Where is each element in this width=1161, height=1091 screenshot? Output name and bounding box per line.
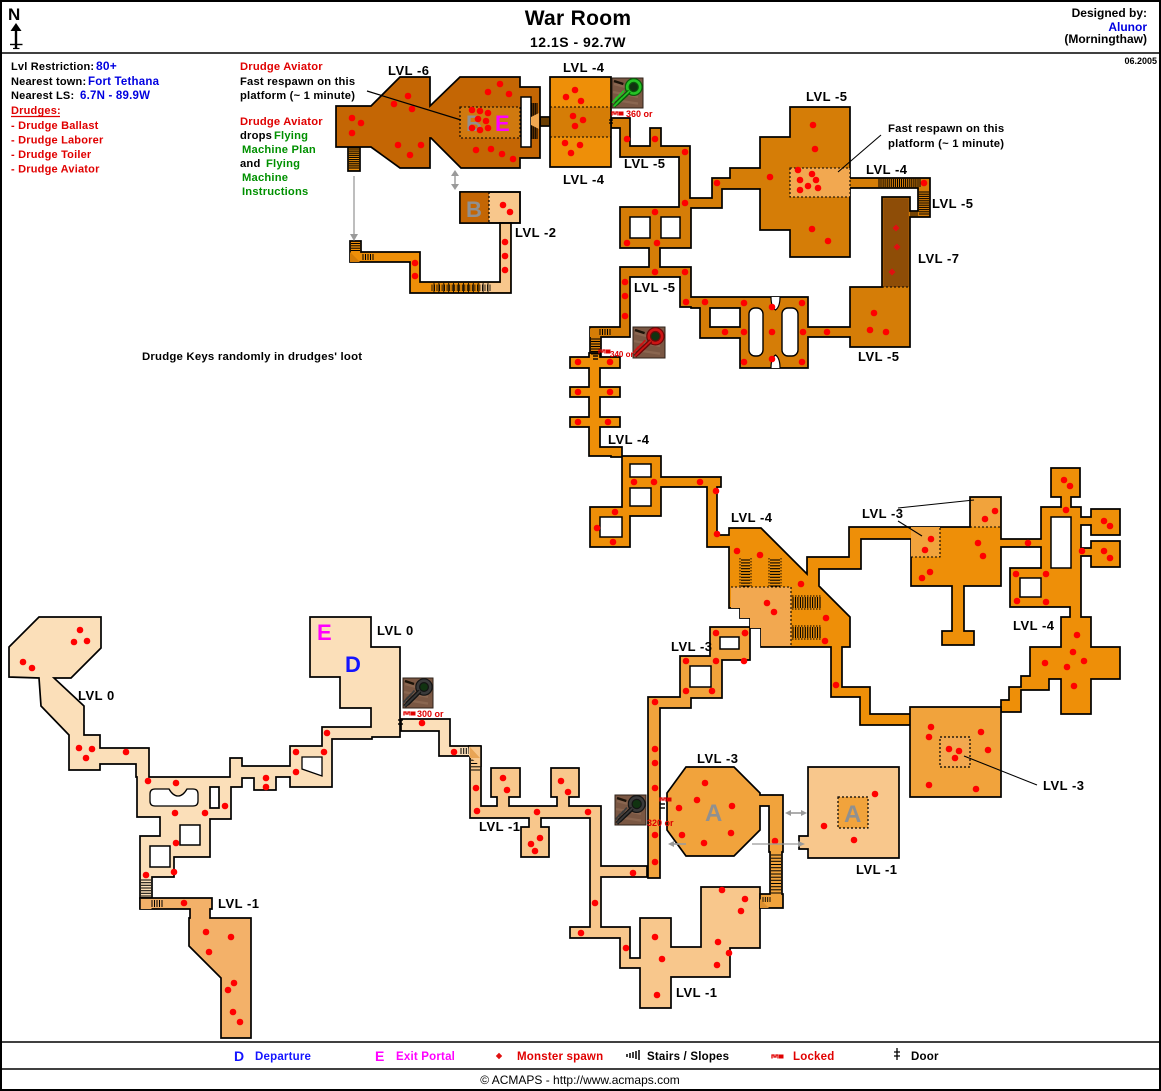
svg-text:06.2005: 06.2005 <box>1124 56 1157 66</box>
svg-text:LVL -4: LVL -4 <box>731 510 773 525</box>
svg-text:LVL -5: LVL -5 <box>858 349 900 364</box>
svg-text:6.7N - 89.9W: 6.7N - 89.9W <box>80 90 150 102</box>
svg-text:320 or: 320 or <box>647 818 674 828</box>
svg-text:N: N <box>8 5 20 24</box>
svg-text:LVL -1: LVL -1 <box>218 896 260 911</box>
svg-text:Locked: Locked <box>793 1051 834 1063</box>
svg-text:© ACMAPS - http://www.acmaps.c: © ACMAPS - http://www.acmaps.com <box>480 1073 680 1087</box>
svg-text:D: D <box>345 652 361 677</box>
svg-text:Machine Plan: Machine Plan <box>242 144 316 156</box>
svg-text:LVL -3: LVL -3 <box>862 506 904 521</box>
svg-text:- Drudge Laborer: - Drudge Laborer <box>11 135 104 147</box>
svg-text:E: E <box>495 111 510 136</box>
svg-text:LVL -1: LVL -1 <box>479 819 521 834</box>
svg-text:360 or: 360 or <box>626 109 653 119</box>
svg-text:LVL -3: LVL -3 <box>1043 778 1085 793</box>
svg-text:LVL -6: LVL -6 <box>388 63 430 78</box>
svg-text:LVL -4: LVL -4 <box>1013 618 1055 633</box>
svg-text:platform (~ 1 minute): platform (~ 1 minute) <box>240 90 355 102</box>
svg-text:LVL -4: LVL -4 <box>866 162 908 177</box>
svg-text:LVL -2: LVL -2 <box>515 225 557 240</box>
svg-text:LVL -7: LVL -7 <box>918 251 960 266</box>
svg-text:LVL -4: LVL -4 <box>563 172 605 187</box>
svg-text:Designed by:: Designed by: <box>1072 6 1147 20</box>
svg-text:LVL -4: LVL -4 <box>563 60 605 75</box>
svg-text:LVL -1: LVL -1 <box>676 985 718 1000</box>
svg-text:LVL -5: LVL -5 <box>932 196 974 211</box>
svg-text:Flying: Flying <box>266 158 300 170</box>
svg-text:Alunor: Alunor <box>1108 20 1147 34</box>
svg-text:Fast respawn on this: Fast respawn on this <box>240 76 355 88</box>
svg-text:12.1S - 92.7W: 12.1S - 92.7W <box>530 34 626 50</box>
svg-text:Door: Door <box>911 1051 939 1063</box>
svg-text:Fort Tethana: Fort Tethana <box>88 76 160 88</box>
svg-text:Lvl Restriction:: Lvl Restriction: <box>11 61 94 73</box>
svg-text:Exit Portal: Exit Portal <box>396 1051 455 1063</box>
svg-text:B: B <box>466 197 482 222</box>
svg-text:LVL -4: LVL -4 <box>608 432 650 447</box>
svg-text:Monster spawn: Monster spawn <box>517 1051 603 1063</box>
svg-text:Drudges:: Drudges: <box>11 105 61 117</box>
svg-text:E: E <box>375 1048 384 1064</box>
svg-text:War Room: War Room <box>525 7 632 30</box>
svg-text:E: E <box>317 620 332 645</box>
svg-text:Machine: Machine <box>242 172 288 184</box>
svg-text:and: and <box>240 158 261 170</box>
svg-text:LVL -5: LVL -5 <box>806 89 848 104</box>
svg-text:Nearest town:: Nearest town: <box>11 76 86 88</box>
svg-text:Instructions: Instructions <box>242 186 308 198</box>
svg-text:drops: drops <box>240 130 272 142</box>
svg-text:LVL -3: LVL -3 <box>697 751 739 766</box>
svg-text:- Drudge Aviator: - Drudge Aviator <box>11 164 100 176</box>
svg-text:LVL -1: LVL -1 <box>856 862 898 877</box>
svg-text:Flying: Flying <box>274 130 308 142</box>
svg-text:Drudge Aviator: Drudge Aviator <box>240 61 323 73</box>
svg-text:Drudge Aviator: Drudge Aviator <box>240 116 323 128</box>
svg-text:LVL 0: LVL 0 <box>78 688 115 703</box>
svg-text:A: A <box>705 800 722 827</box>
svg-text:A: A <box>844 801 861 828</box>
svg-text:340 or: 340 or <box>610 350 634 359</box>
svg-text:LVL -5: LVL -5 <box>634 280 676 295</box>
svg-text:Stairs / Slopes: Stairs / Slopes <box>647 1051 729 1063</box>
svg-text:LVL 0: LVL 0 <box>377 623 414 638</box>
svg-text:LVL -5: LVL -5 <box>624 156 666 171</box>
svg-text:(Morningthaw): (Morningthaw) <box>1064 32 1147 46</box>
svg-text:D: D <box>234 1048 244 1064</box>
svg-text:platform (~ 1 minute): platform (~ 1 minute) <box>888 138 1004 150</box>
svg-text:300 or: 300 or <box>417 709 444 719</box>
svg-text:- Drudge Ballast: - Drudge Ballast <box>11 120 99 132</box>
svg-text:LVL -3: LVL -3 <box>671 639 713 654</box>
svg-text:Fast respawn on this: Fast respawn on this <box>888 123 1004 135</box>
svg-text:Departure: Departure <box>255 1051 311 1063</box>
svg-text:- Drudge Toiler: - Drudge Toiler <box>11 149 92 161</box>
svg-text:Drudge Keys randomly in drudge: Drudge Keys randomly in drudges' loot <box>142 351 362 363</box>
svg-text:80+: 80+ <box>96 59 117 73</box>
svg-text:Nearest LS:: Nearest LS: <box>11 90 74 102</box>
